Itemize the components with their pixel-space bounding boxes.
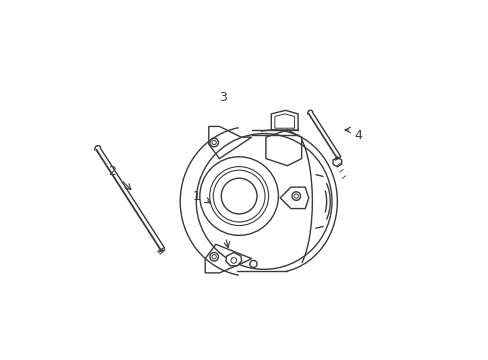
Text: 3: 3 <box>219 91 226 104</box>
Text: 2: 2 <box>108 165 116 177</box>
Text: 4: 4 <box>354 129 362 142</box>
Text: 1: 1 <box>192 190 200 203</box>
Polygon shape <box>225 252 241 266</box>
Polygon shape <box>332 157 341 167</box>
